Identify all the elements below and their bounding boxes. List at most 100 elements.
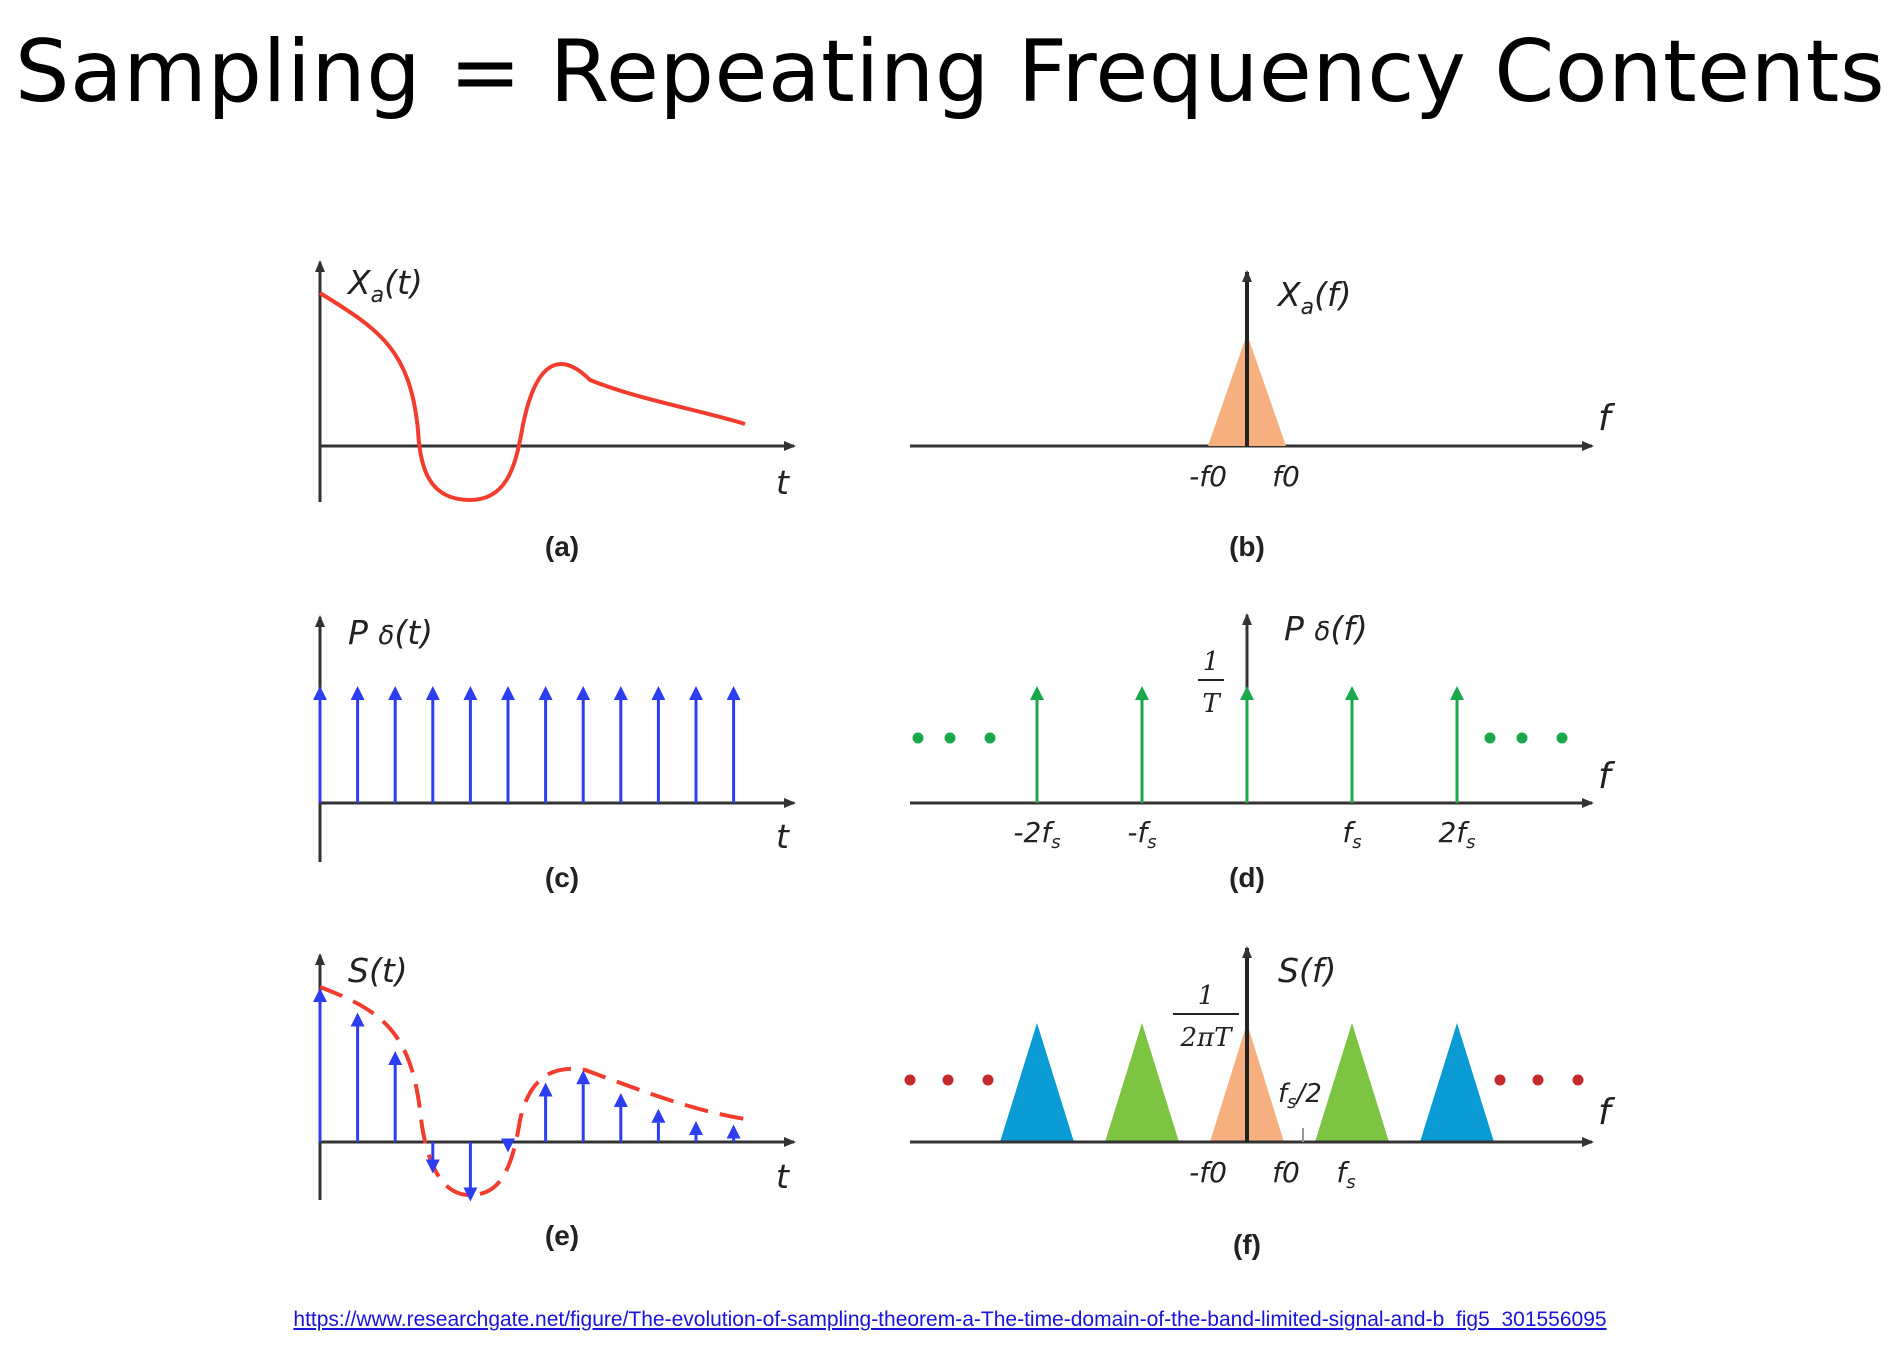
panel-d-height-num: 1: [1203, 647, 1220, 677]
panel-d-y-symbol: δ: [1314, 617, 1330, 647]
slide-title: Sampling = Repeating Frequency Contents: [14, 22, 1886, 122]
panel-e-sample-3: [388, 1051, 403, 1142]
panel-e-sample-5: [463, 1142, 478, 1202]
panel-d-impulse-5-head: [1450, 686, 1464, 700]
panel-d-caption: (d): [1229, 862, 1265, 893]
panel-d-impulse-1-head: [1030, 686, 1044, 700]
panel-a: Xa(t) t (a): [315, 260, 796, 562]
panel-f-dot-2: [942, 1074, 954, 1086]
panel-f-tick-neg-f0: -f0: [1189, 1156, 1227, 1189]
panel-e-sample-9: [613, 1093, 628, 1142]
panel-e-y-label: S(t): [348, 951, 408, 990]
panel-f-height-den: 2πT: [1180, 1023, 1234, 1053]
panel-e-sample-1: [313, 988, 327, 1142]
panel-f-y-label: S(f): [1278, 951, 1336, 990]
panel-f-continuation-dots: [904, 1074, 1584, 1086]
panel-e-sample-9-head: [613, 1093, 628, 1107]
panel-a-y-sub: a: [371, 283, 384, 308]
panel-e: S(t) t (e): [313, 951, 796, 1251]
panel-d-impulse-3-head: [1240, 686, 1254, 700]
panel-e-sample-4-head: [425, 1159, 440, 1174]
panel-f-replica-1: [1000, 1023, 1074, 1142]
panel-f-dot-4: [1494, 1074, 1506, 1086]
svg-text:P δ(t): P δ(t): [348, 613, 433, 652]
panel-d-impulse-2: [1135, 686, 1149, 803]
panel-d-impulse-4-head: [1345, 686, 1359, 700]
panel-c-y-label: P: [348, 613, 368, 652]
panel-f-tick-fs-sub: s: [1346, 1172, 1355, 1193]
source-link[interactable]: https://www.researchgate.net/figure/The-…: [293, 1308, 1607, 1331]
panel-b-tick-neg-f0: -f0: [1189, 460, 1227, 493]
panel-b-x-label: f: [1598, 398, 1616, 439]
svg-text:fs/2: fs/2: [1278, 1079, 1322, 1113]
panel-e-envelope-dashed: [319, 985, 746, 1198]
source-link-container: https://www.researchgate.net/figure/The-…: [0, 1308, 1900, 1332]
panel-c-impulse-12: [726, 686, 741, 803]
panel-d-x-label: f: [1598, 756, 1616, 797]
panel-d-impulse-2-head: [1135, 686, 1149, 700]
panel-d-dot-2: [944, 732, 956, 744]
svg-text:P δ(f): P δ(f): [1284, 609, 1368, 648]
panel-d-tick-3: fs: [1342, 816, 1361, 853]
panel-f-tick-f0: f0: [1272, 1156, 1300, 1189]
panel-d-continuation-dots: [912, 732, 1568, 744]
panel-c-impulse-8: [576, 686, 591, 803]
panel-d-tick-4: 2fs: [1438, 816, 1475, 853]
panel-e-sample-11: [689, 1121, 703, 1142]
panel-c-impulse-11-head: [689, 686, 703, 700]
panel-a-y-label: X: [346, 263, 372, 302]
panel-b-y-label: X: [1276, 275, 1302, 314]
svg-text:fs: fs: [1336, 1156, 1355, 1193]
panel-c-impulse-5: [463, 686, 478, 803]
panel-c-impulse-2-head: [350, 686, 365, 700]
panel-d-dot-4: [1484, 732, 1496, 744]
panel-c-impulses: [313, 686, 741, 803]
panel-e-sample-8-head: [576, 1070, 591, 1085]
panel-e-sample-2-head: [350, 1012, 365, 1027]
panel-e-sample-3-head: [388, 1051, 403, 1065]
panel-a-y-arg: (t): [384, 263, 423, 302]
panel-d-y-label: P: [1284, 609, 1304, 648]
panel-f-dot-1: [904, 1074, 916, 1086]
panel-c-caption: (c): [545, 862, 579, 893]
panel-d-dot-1: [912, 732, 924, 744]
panel-c-impulse-10-head: [651, 686, 666, 700]
panel-c-impulse-10: [651, 686, 666, 803]
panel-d-height-den: T: [1202, 689, 1221, 719]
panel-c-impulse-3-head: [388, 686, 403, 700]
panel-e-sample-10: [651, 1108, 666, 1142]
panel-a-signal-curve: [318, 291, 746, 503]
panel-c-x-label: t: [776, 817, 790, 856]
panel-e-sample-2: [350, 1012, 365, 1142]
panel-e-sample-1-head: [313, 988, 327, 1002]
panel-d: P δ(f) 1 T f -2fs -fs fs 2fs (d): [910, 609, 1616, 893]
panel-a-x-label: t: [776, 463, 790, 502]
panel-c-impulse-4-head: [425, 686, 440, 700]
panel-e-sample-10-head: [651, 1108, 666, 1123]
panel-b-y-sub: a: [1301, 295, 1314, 320]
panel-c-impulse-7: [538, 686, 553, 803]
panel-f-dot-6: [1572, 1074, 1584, 1086]
panel-e-sample-6: [501, 1138, 515, 1153]
panel-f-height-num: 1: [1198, 981, 1215, 1011]
panel-e-sample-8: [576, 1070, 591, 1142]
panel-b-caption: (b): [1229, 531, 1265, 562]
panel-e-x-label: t: [776, 1157, 790, 1196]
panel-e-sample-5-head: [463, 1187, 478, 1202]
panel-d-tick-2: -fs: [1127, 816, 1156, 853]
panel-c-impulse-6: [501, 686, 515, 803]
panel-f-replica-5: [1420, 1023, 1494, 1142]
panel-d-impulses: [1030, 686, 1464, 803]
panel-c-impulse-12-head: [726, 686, 741, 700]
panel-e-sample-6-head: [501, 1138, 515, 1153]
panel-d-dot-3: [984, 732, 996, 744]
panel-f-dot-5: [1532, 1074, 1544, 1086]
panel-f: S(f) 1 2πT fs/2 f -f0 f0 fs (f): [904, 946, 1616, 1260]
panel-e-sample-12-head: [726, 1124, 741, 1139]
panel-c-y-symbol: δ: [378, 621, 394, 651]
panel-e-samples: [313, 988, 741, 1202]
panel-e-sample-7-head: [538, 1082, 553, 1097]
panel-f-x-label: f: [1598, 1092, 1616, 1133]
panel-b-y-arg: (f): [1314, 275, 1351, 314]
panel-f-half-rate: /2: [1295, 1079, 1322, 1109]
